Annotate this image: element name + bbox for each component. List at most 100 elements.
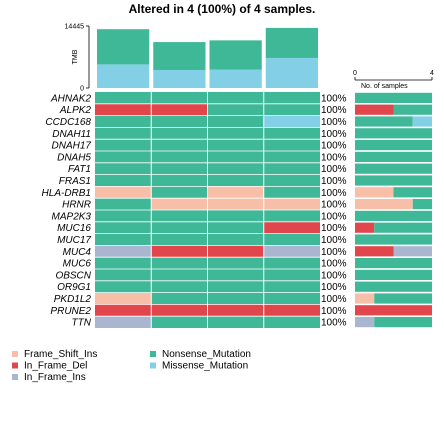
legend-swatch [150, 351, 156, 357]
side-bar-segment [355, 269, 432, 280]
side-bar-segment [355, 293, 375, 304]
grid-cell [151, 316, 208, 328]
gene-label: OR9G1 [57, 282, 91, 293]
percent-label: 100% [321, 294, 347, 305]
percent-label: 100% [321, 306, 347, 317]
percent-label: 100% [321, 117, 347, 128]
tmb-axis-label: TMB [72, 49, 79, 64]
grid-cell [263, 269, 320, 281]
grid-cell [95, 127, 152, 140]
side-bar-segment [412, 116, 432, 127]
grid-cell [263, 151, 320, 163]
percent-label: 100% [321, 188, 347, 199]
gene-label: PRUNE2 [50, 306, 91, 317]
grid-cell [151, 186, 208, 199]
grid-cell [95, 304, 152, 317]
grid-cell [151, 115, 208, 128]
gene-label: AHNAK2 [50, 93, 91, 104]
legend-swatch [150, 362, 156, 369]
percent-label: 100% [321, 270, 347, 281]
legend-label: In_Frame_Ins [24, 372, 86, 383]
grid-cell [207, 115, 264, 128]
grid-cell [95, 221, 152, 234]
chart-title: Altered in 4 (100%) of 4 samples. [129, 2, 316, 16]
percent-label: 100% [321, 176, 347, 187]
grid-cell [151, 280, 208, 293]
grid-cell [263, 127, 320, 140]
side-bar-segment [355, 175, 432, 186]
grid-cell [207, 233, 264, 246]
samples-tick-label: 4 [430, 70, 434, 77]
percent-label: 100% [321, 129, 347, 140]
percent-label: 100% [321, 235, 347, 246]
grid-cell [263, 245, 320, 258]
grid-cell [95, 103, 152, 116]
gene-label: PKD1L2 [54, 294, 92, 305]
side-bar-segment [355, 281, 432, 292]
percent-label: 100% [321, 259, 347, 270]
grid-cell [263, 186, 320, 199]
grid-cell [207, 245, 264, 258]
grid-cell [151, 257, 208, 269]
gene-label: MUC4 [63, 247, 92, 258]
side-bar-segment [355, 234, 432, 245]
side-bar-segment [393, 104, 432, 115]
legend: Frame_Shift_Ins Nonsense_Mutation In_Frame… [12, 349, 251, 383]
percent-label: 100% [321, 211, 347, 222]
gene-labels: AHNAK2ALPK2CCDC168DNAH11DNAH17DNAH5FAT1F… [42, 93, 92, 328]
side-bar-segment [355, 199, 413, 210]
grid-cell [151, 269, 208, 281]
grid-cell [263, 162, 320, 175]
grid-cell [151, 292, 208, 305]
grid-cell [207, 210, 264, 222]
tmb-bar-nonsense [97, 29, 150, 65]
tmb-bar-missense [97, 64, 150, 88]
gene-label: MUC6 [63, 259, 92, 270]
side-bar-segment [355, 187, 394, 198]
grid-cell [151, 162, 208, 175]
grid-cell [207, 269, 264, 281]
grid-cell [263, 210, 320, 222]
side-bar-segment [355, 104, 394, 115]
grid-cell [263, 292, 320, 305]
grid-cell [207, 257, 264, 269]
grid-cell [263, 316, 320, 328]
grid-cell [263, 103, 320, 116]
gene-label: FRAS1 [59, 176, 91, 187]
side-bar-segment [355, 116, 413, 127]
side-bar-segment [355, 92, 432, 103]
grid-cell [263, 233, 320, 246]
gene-label: MAP2K3 [52, 211, 92, 222]
percent-label: 100% [321, 282, 347, 293]
side-bar-segment [374, 293, 432, 304]
gene-label: FAT1 [68, 164, 91, 175]
gene-label: MUC17 [57, 235, 91, 246]
grid-cell [95, 316, 152, 328]
grid-cell [151, 304, 208, 317]
tmb-tick-label: 0 [80, 86, 84, 93]
samples-axis: 0 4 No. of samples [353, 70, 434, 90]
percent-label: 100% [321, 318, 347, 329]
gene-label: HLA-DRB1 [42, 188, 91, 199]
legend-label: In_Frame_Del [24, 361, 87, 372]
gene-label: CCDC168 [45, 117, 91, 128]
gene-label: HRNR [62, 200, 91, 211]
percent-label: 100% [321, 164, 347, 175]
grid-cell [95, 198, 152, 210]
tmb-bar-missense [209, 69, 262, 88]
grid-cell [207, 151, 264, 163]
grid-cell [95, 92, 152, 104]
grid-cell [207, 162, 264, 175]
gene-label: OBSCN [55, 270, 91, 281]
grid-cell [263, 304, 320, 317]
tmb-bar-missense [153, 69, 206, 88]
tmb-bars [97, 27, 318, 88]
legend-label: Missense_Mutation [162, 361, 248, 372]
grid-cell [151, 103, 208, 116]
grid-cell [151, 174, 208, 187]
side-bar-segment [355, 140, 432, 151]
side-bar-segment [355, 305, 432, 316]
grid-cell [263, 139, 320, 151]
grid-cell [95, 233, 152, 246]
side-bar-segment [412, 199, 432, 210]
